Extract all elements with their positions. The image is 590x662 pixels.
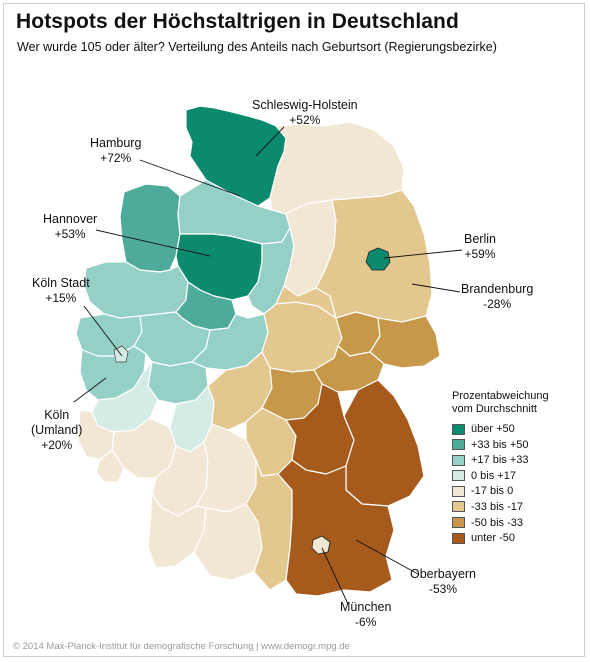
label-oberbayern-value: -53% [429, 582, 458, 596]
legend-item: -33 bis -17 [452, 500, 577, 514]
leader-koeln-stadt [83, 305, 123, 357]
label-koeln-umland-value: +20% [41, 438, 73, 452]
label-oberbayern-name: Oberbayern [410, 567, 477, 581]
label-koeln-stadt-name: Köln Stadt [32, 276, 90, 290]
legend-title-line1: Prozentabweichung [452, 390, 549, 402]
leader-koeln-umland [73, 377, 107, 403]
label-hannover-value: +53% [54, 227, 86, 241]
label-muenchen-value: -6% [355, 615, 377, 629]
leader-muenchen [321, 547, 349, 605]
region-weser-ems [119, 183, 181, 273]
label-brandenburg-value: -28% [483, 297, 512, 311]
legend-item: -50 bis -33 [452, 516, 577, 530]
map-legend: Prozentabweichung vom Durchschnitt über … [452, 390, 577, 547]
legend-label: -33 bis -17 [471, 500, 523, 513]
label-hamburg-name: Hamburg [90, 136, 142, 150]
legend-item: über +50 [452, 422, 577, 436]
label-oberbayern: Oberbayern -53% [410, 567, 476, 597]
leader-hannover [95, 229, 211, 257]
label-hannover-name: Hannover [43, 212, 98, 226]
legend-swatch [452, 485, 465, 497]
legend-swatch [452, 517, 465, 529]
figure-frame [3, 3, 585, 657]
legend-label: +33 bis +50 [471, 438, 529, 451]
region-berlin [365, 247, 391, 271]
leader-berlin [383, 249, 463, 259]
legend-item: unter -50 [452, 531, 577, 545]
legend-swatch [452, 470, 465, 482]
leader-brandenburg [411, 283, 461, 293]
label-koeln-stadt: Köln Stadt +15% [32, 276, 90, 306]
label-schleswig-name: Schleswig-Holstein [252, 98, 358, 112]
legend-item: +17 bis +33 [452, 453, 577, 467]
legend-label: -50 bis -33 [471, 516, 523, 529]
legend-swatch [452, 454, 465, 466]
legend-label: 0 bis +17 [471, 469, 516, 482]
label-hamburg: Hamburg +72% [90, 136, 141, 166]
label-muenchen-name: München [340, 600, 392, 614]
page-title: Hotspots der Höchstaltrigen in Deutschla… [16, 10, 459, 33]
legend-title-line2: vom Durchschnitt [452, 403, 537, 415]
legend-label: über +50 [471, 423, 515, 435]
label-hannover: Hannover +53% [43, 212, 97, 242]
page-subtitle: Wer wurde 105 oder älter? Verteilung des… [17, 40, 497, 54]
legend-item: 0 bis +17 [452, 469, 577, 483]
region-saarland [95, 449, 125, 483]
label-berlin: Berlin +59% [464, 232, 496, 262]
legend-swatch [452, 423, 465, 435]
legend-swatch [452, 439, 465, 451]
label-muenchen: München -6% [340, 600, 391, 630]
legend-title: Prozentabweichung vom Durchschnitt [452, 390, 577, 416]
legend-swatch [452, 532, 465, 544]
region-muenster [83, 261, 189, 319]
label-koeln-umland-name1: Köln [44, 408, 70, 422]
label-koeln-umland: Köln (Umland) +20% [31, 408, 82, 453]
credit-line: © 2014 Max-Planck-Institut für demografi… [13, 641, 350, 652]
legend-items: über +50 +33 bis +50 +17 bis +33 0 bis +17 -… [452, 422, 577, 545]
legend-item: +33 bis +50 [452, 438, 577, 452]
label-hamburg-value: +72% [100, 151, 132, 165]
label-schleswig-value: +52% [289, 113, 321, 127]
region-dresden [369, 315, 441, 369]
leader-schleswig [255, 126, 285, 157]
leader-hamburg [139, 159, 241, 197]
region-oberbayern [277, 459, 395, 597]
legend-label: +17 bis +33 [471, 454, 529, 467]
region-niederbayern [343, 379, 425, 507]
label-koeln-umland-name2: (Umland) [31, 423, 83, 437]
label-koeln-stadt-value: +15% [45, 291, 77, 305]
legend-item: -17 bis 0 [452, 484, 577, 498]
label-brandenburg-name: Brandenburg [461, 282, 534, 296]
legend-label: -17 bis 0 [471, 485, 514, 498]
leader-oberbayern [355, 539, 419, 575]
label-brandenburg: Brandenburg -28% [461, 282, 533, 312]
legend-label: unter -50 [471, 532, 516, 545]
label-berlin-value: +59% [464, 247, 496, 261]
label-schleswig-holstein: Schleswig-Holstein +52% [252, 98, 358, 128]
region-muenchen [311, 535, 331, 555]
label-berlin-name: Berlin [464, 232, 496, 246]
legend-swatch [452, 501, 465, 513]
